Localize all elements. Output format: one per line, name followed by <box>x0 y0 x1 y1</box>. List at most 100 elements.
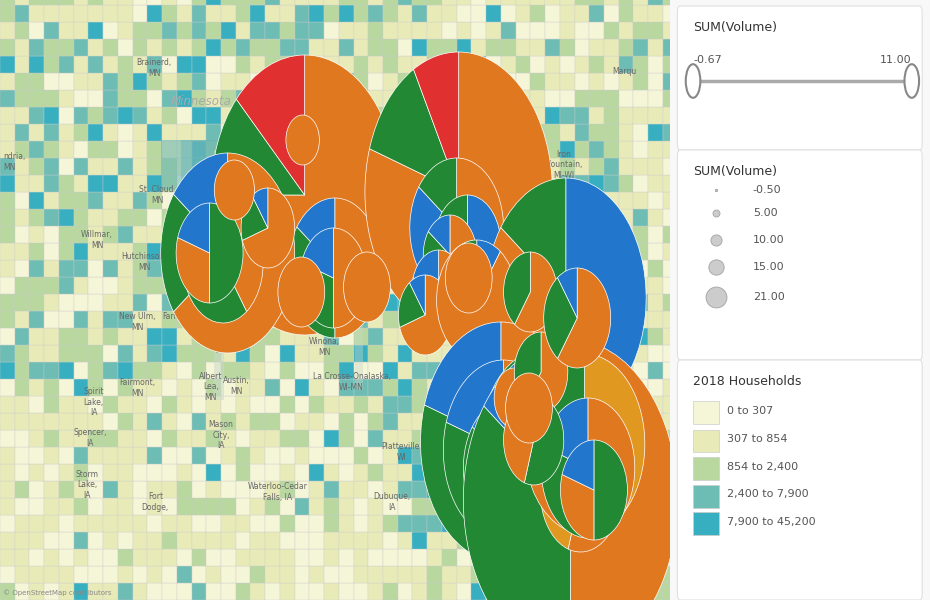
Bar <box>413 362 427 379</box>
Bar <box>486 22 501 39</box>
Bar <box>147 566 162 583</box>
Bar <box>678 447 692 464</box>
Bar <box>353 430 368 447</box>
Bar <box>442 141 457 158</box>
Bar <box>310 277 324 294</box>
Bar <box>530 447 545 464</box>
Bar <box>280 328 295 345</box>
Text: -0.67: -0.67 <box>693 55 722 65</box>
Wedge shape <box>519 293 552 391</box>
Bar <box>45 447 59 464</box>
Bar <box>383 532 398 549</box>
Bar <box>45 107 59 124</box>
Bar <box>324 413 339 430</box>
Text: Iron
Mountain,
MI-WI: Iron Mountain, MI-WI <box>545 150 583 180</box>
Bar <box>339 141 353 158</box>
Bar <box>618 362 633 379</box>
Bar <box>530 294 545 311</box>
Bar <box>465 180 512 245</box>
Bar <box>353 396 368 413</box>
Bar <box>545 107 560 124</box>
Bar <box>295 56 310 73</box>
Bar <box>310 56 324 73</box>
Wedge shape <box>494 368 535 428</box>
Wedge shape <box>300 263 334 328</box>
Bar <box>265 209 280 226</box>
Bar <box>442 124 457 141</box>
Bar <box>250 328 265 345</box>
Wedge shape <box>423 232 450 287</box>
Bar <box>383 498 398 515</box>
Bar <box>15 175 30 192</box>
Bar <box>0 549 15 566</box>
Bar <box>88 90 103 107</box>
Bar <box>339 175 353 192</box>
Text: Wisconsin: Wisconsin <box>392 285 451 298</box>
Bar <box>250 430 265 447</box>
Bar <box>310 583 324 600</box>
Bar <box>133 5 147 22</box>
Bar <box>353 226 368 243</box>
Bar <box>501 158 515 175</box>
Bar <box>280 90 295 107</box>
Bar <box>427 447 442 464</box>
Bar <box>427 311 442 328</box>
Bar <box>310 396 324 413</box>
Bar <box>383 209 398 226</box>
Bar <box>530 311 545 328</box>
Bar <box>177 73 192 90</box>
Bar <box>133 345 147 362</box>
Bar <box>339 39 353 56</box>
Bar <box>398 260 413 277</box>
Wedge shape <box>554 432 574 482</box>
Bar <box>560 56 575 73</box>
Bar <box>633 5 648 22</box>
Bar <box>235 447 250 464</box>
Bar <box>472 90 486 107</box>
Bar <box>398 396 413 413</box>
Bar <box>265 107 280 124</box>
Bar <box>368 328 383 345</box>
Wedge shape <box>585 354 644 530</box>
Bar <box>339 430 353 447</box>
Bar <box>604 56 618 73</box>
Bar <box>103 481 118 498</box>
Bar <box>515 209 530 226</box>
Bar <box>604 226 618 243</box>
Bar <box>560 430 575 447</box>
Bar <box>59 209 73 226</box>
Bar <box>147 39 162 56</box>
Bar <box>413 192 427 209</box>
Bar <box>604 260 618 277</box>
Bar <box>177 22 192 39</box>
Bar <box>678 260 692 277</box>
Bar <box>457 90 472 107</box>
Bar <box>648 362 663 379</box>
Bar <box>515 73 530 90</box>
Bar <box>383 22 398 39</box>
Bar <box>15 583 30 600</box>
Bar <box>339 22 353 39</box>
Bar <box>59 396 73 413</box>
Text: Janesville,
WI: Janesville, WI <box>483 472 522 492</box>
Bar <box>413 498 427 515</box>
Bar <box>678 532 692 549</box>
Bar <box>678 124 692 141</box>
Bar <box>235 209 250 226</box>
Bar <box>398 141 413 158</box>
Bar <box>45 566 59 583</box>
Bar <box>515 532 530 549</box>
Bar <box>235 107 250 124</box>
Bar <box>472 328 486 345</box>
Bar <box>604 447 618 464</box>
Bar <box>633 192 648 209</box>
Bar <box>427 362 442 379</box>
Bar <box>678 39 692 56</box>
Bar <box>30 413 45 430</box>
Wedge shape <box>503 413 534 483</box>
Bar <box>339 107 353 124</box>
Bar <box>235 226 250 243</box>
Bar <box>133 158 147 175</box>
Bar <box>575 260 590 277</box>
Bar <box>427 396 442 413</box>
